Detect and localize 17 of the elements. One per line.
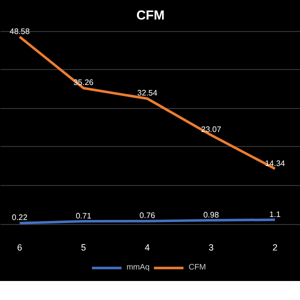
x-tick-label: 3: [208, 242, 214, 252]
data-label: 48.58: [10, 26, 30, 36]
legend-label: CFM: [188, 262, 207, 272]
data-label: 1.1: [269, 210, 282, 219]
data-label: 14.34: [264, 158, 286, 168]
data-label: 0.71: [76, 211, 92, 220]
x-tick-label: 2: [272, 242, 278, 252]
data-label: 0.98: [203, 210, 220, 220]
chart-title: CFM: [136, 8, 165, 22]
data-label: 0.76: [140, 211, 156, 220]
x-tick-label: 4: [144, 242, 150, 252]
x-tick-label: 5: [80, 242, 86, 252]
data-label: 32.54: [137, 88, 158, 98]
legend-label: mmAq: [126, 262, 150, 272]
x-tick-label: 6: [17, 242, 22, 252]
data-label: 0.22: [12, 213, 28, 222]
data-label: 23.07: [201, 125, 222, 134]
